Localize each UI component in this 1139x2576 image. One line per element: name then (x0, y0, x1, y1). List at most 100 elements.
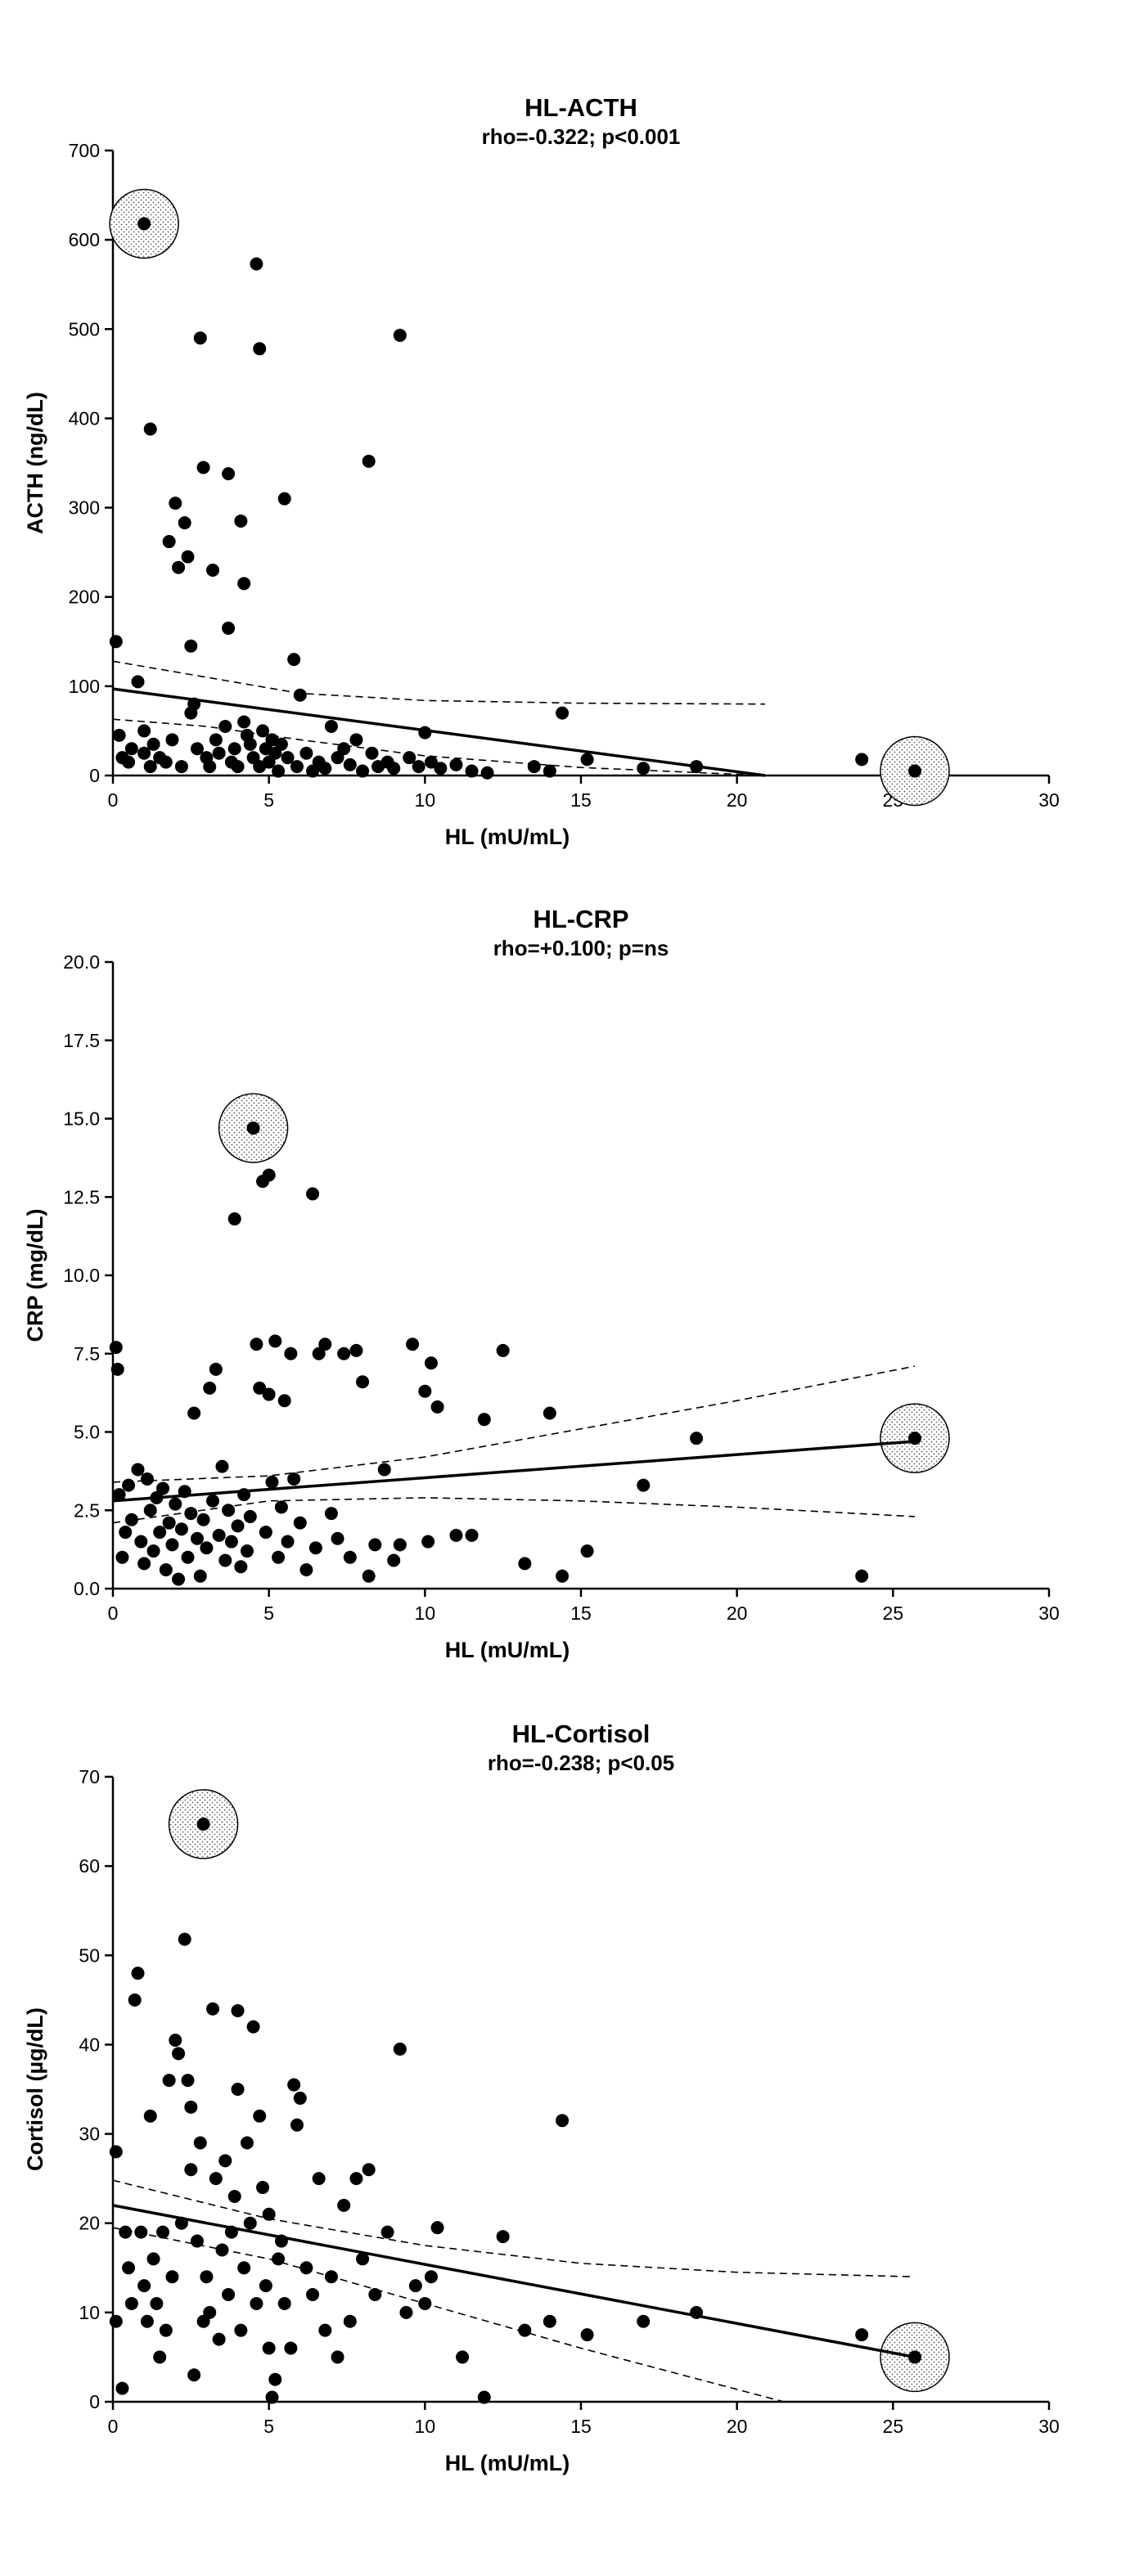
data-point (393, 1538, 407, 1552)
data-point (312, 2172, 326, 2186)
data-point (542, 764, 556, 778)
data-point (165, 1538, 179, 1552)
data-point (137, 1557, 151, 1571)
data-point (318, 1337, 332, 1351)
data-point (580, 2328, 594, 2342)
data-point (284, 2341, 298, 2355)
data-point (556, 2114, 570, 2128)
data-point (527, 760, 541, 774)
data-point (119, 2225, 133, 2239)
data-point (299, 1563, 313, 1577)
data-point (153, 1526, 167, 1540)
data-point (324, 2270, 338, 2284)
data-point (253, 2109, 267, 2123)
data-point (109, 2314, 123, 2328)
data-point (290, 2118, 304, 2132)
data-point (406, 1337, 420, 1351)
data-point (259, 2279, 272, 2293)
data-point (331, 2350, 344, 2364)
data-point (206, 1494, 220, 1508)
data-point (131, 1463, 145, 1477)
data-point (324, 719, 338, 733)
data-point (480, 766, 494, 780)
y-tick-label: 0 (89, 2391, 100, 2412)
data-point (262, 2341, 276, 2355)
data-point (215, 1459, 229, 1473)
data-point (259, 1526, 272, 1540)
data-point (209, 2172, 223, 2186)
data-point (237, 577, 251, 591)
data-point (349, 1343, 363, 1357)
data-point (172, 2047, 186, 2061)
x-tick-label: 20 (727, 2416, 748, 2437)
data-point (131, 1967, 145, 1980)
y-tick-label: 30 (79, 2124, 100, 2145)
data-point (387, 762, 401, 775)
data-point (262, 2207, 276, 2221)
data-point (162, 535, 176, 549)
data-point (356, 2252, 370, 2266)
data-point (203, 1381, 217, 1395)
data-point (178, 1932, 191, 1946)
data-point (218, 2154, 232, 2168)
x-tick-label: 15 (570, 1603, 592, 1624)
y-tick-label: 7.5 (74, 1343, 100, 1364)
data-point (580, 753, 594, 767)
data-point (337, 742, 351, 756)
y-tick-label: 2.5 (74, 1499, 100, 1521)
data-point (449, 758, 463, 771)
y-tick-label: 60 (79, 1855, 100, 1877)
y-axis-label: CRP (mg/dL) (23, 1209, 47, 1342)
data-point (137, 746, 151, 760)
data-point (184, 2163, 198, 2177)
data-point (243, 737, 257, 751)
data-point (362, 2163, 376, 2177)
y-tick-label: 15.0 (63, 1108, 100, 1130)
data-point (418, 2296, 432, 2310)
data-point (281, 751, 295, 765)
confidence-band-upper (112, 2179, 916, 2277)
data-point (243, 1509, 257, 1523)
data-point (293, 2091, 307, 2105)
data-point (119, 1526, 133, 1540)
data-point (855, 1569, 869, 1583)
x-axis-label: HL (mU/mL) (445, 825, 570, 849)
x-axis-label: HL (mU/mL) (445, 1638, 570, 1662)
data-point (203, 760, 217, 774)
data-point (272, 2252, 286, 2266)
data-point (246, 2020, 260, 2034)
y-tick-label: 600 (69, 229, 100, 250)
x-tick-label: 25 (883, 1603, 904, 1624)
data-point (477, 2390, 491, 2404)
data-point (542, 2314, 556, 2328)
data-point (556, 706, 570, 720)
data-point (365, 746, 379, 760)
data-point (424, 1356, 438, 1370)
data-point (184, 1507, 198, 1521)
y-tick-label: 700 (69, 140, 100, 161)
data-point (908, 1432, 922, 1445)
data-point (268, 2372, 282, 2386)
y-tick-label: 400 (69, 407, 100, 429)
y-tick-label: 0 (89, 765, 100, 786)
data-point (231, 1519, 245, 1533)
data-point (250, 1337, 263, 1351)
data-point (343, 1550, 357, 1564)
y-tick-label: 200 (69, 587, 100, 608)
y-tick-label: 70 (79, 1766, 100, 1787)
data-point (908, 2350, 922, 2364)
data-point (272, 764, 286, 778)
chart-subtitle: rho=-0.322; p<0.001 (482, 124, 681, 149)
data-point (109, 1341, 123, 1355)
data-point (234, 514, 248, 528)
data-point (637, 2314, 651, 2328)
x-tick-label: 5 (263, 2416, 274, 2437)
data-point (690, 2305, 704, 2319)
data-point (143, 2109, 157, 2123)
data-point (131, 675, 145, 689)
data-point (356, 764, 370, 778)
regression-line (112, 687, 766, 777)
data-point (146, 1544, 160, 1558)
data-point (206, 563, 220, 577)
data-point (122, 1478, 136, 1492)
